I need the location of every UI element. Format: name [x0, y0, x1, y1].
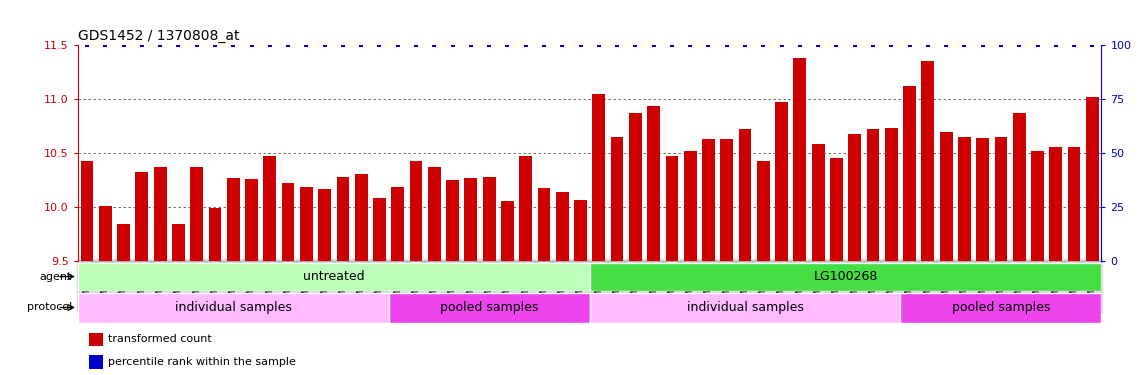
- Bar: [245, 179, 258, 261]
- Bar: [153, 167, 166, 261]
- Bar: [922, 61, 934, 261]
- Bar: [263, 156, 276, 261]
- Bar: [1085, 97, 1099, 261]
- Text: individual samples: individual samples: [175, 301, 292, 314]
- Text: LG100268: LG100268: [813, 270, 878, 283]
- Bar: [940, 132, 953, 261]
- Bar: [483, 177, 496, 261]
- Bar: [574, 200, 587, 261]
- Bar: [590, 262, 1101, 291]
- Bar: [739, 129, 751, 261]
- Bar: [502, 201, 514, 261]
- Bar: [89, 333, 103, 346]
- Bar: [337, 177, 349, 261]
- Bar: [684, 151, 696, 261]
- Bar: [665, 156, 678, 261]
- Bar: [867, 129, 879, 261]
- Bar: [117, 224, 129, 261]
- Bar: [629, 113, 641, 261]
- Bar: [885, 128, 898, 261]
- Bar: [318, 189, 331, 261]
- Bar: [610, 136, 624, 261]
- Bar: [793, 58, 806, 261]
- Text: percentile rank within the sample: percentile rank within the sample: [108, 357, 295, 367]
- Bar: [977, 138, 989, 261]
- Bar: [538, 188, 551, 261]
- Bar: [900, 292, 1101, 322]
- Bar: [995, 136, 1008, 261]
- Bar: [1032, 151, 1044, 261]
- Bar: [410, 161, 423, 261]
- Bar: [757, 161, 769, 261]
- Bar: [1067, 147, 1081, 261]
- Bar: [135, 172, 148, 261]
- Bar: [775, 102, 788, 261]
- Bar: [958, 136, 971, 261]
- Bar: [848, 135, 861, 261]
- Bar: [78, 262, 590, 291]
- Bar: [190, 167, 203, 261]
- Bar: [1013, 113, 1026, 261]
- Bar: [80, 161, 94, 261]
- Bar: [355, 174, 368, 261]
- Bar: [392, 188, 404, 261]
- Bar: [592, 93, 606, 261]
- Text: transformed count: transformed count: [108, 334, 212, 344]
- Bar: [373, 198, 386, 261]
- Bar: [590, 292, 900, 322]
- Bar: [78, 292, 388, 322]
- Bar: [98, 206, 112, 261]
- Bar: [1050, 147, 1063, 261]
- Bar: [520, 156, 532, 261]
- Bar: [282, 183, 294, 261]
- Bar: [555, 192, 569, 261]
- Bar: [647, 106, 660, 261]
- Bar: [388, 292, 590, 322]
- Bar: [300, 188, 313, 261]
- Text: protocol: protocol: [26, 303, 72, 312]
- Bar: [428, 167, 441, 261]
- Bar: [702, 139, 714, 261]
- Text: pooled samples: pooled samples: [951, 301, 1050, 314]
- Bar: [89, 355, 103, 369]
- Bar: [208, 208, 221, 261]
- Bar: [465, 178, 477, 261]
- Bar: [903, 86, 916, 261]
- Text: pooled samples: pooled samples: [440, 301, 538, 314]
- Bar: [720, 139, 733, 261]
- Text: individual samples: individual samples: [687, 301, 804, 314]
- Text: GDS1452 / 1370808_at: GDS1452 / 1370808_at: [78, 28, 239, 43]
- Bar: [447, 180, 459, 261]
- Bar: [172, 224, 184, 261]
- Bar: [830, 158, 843, 261]
- Bar: [812, 144, 824, 261]
- Bar: [227, 178, 239, 261]
- Text: untreated: untreated: [303, 270, 364, 283]
- Text: agent: agent: [40, 272, 72, 282]
